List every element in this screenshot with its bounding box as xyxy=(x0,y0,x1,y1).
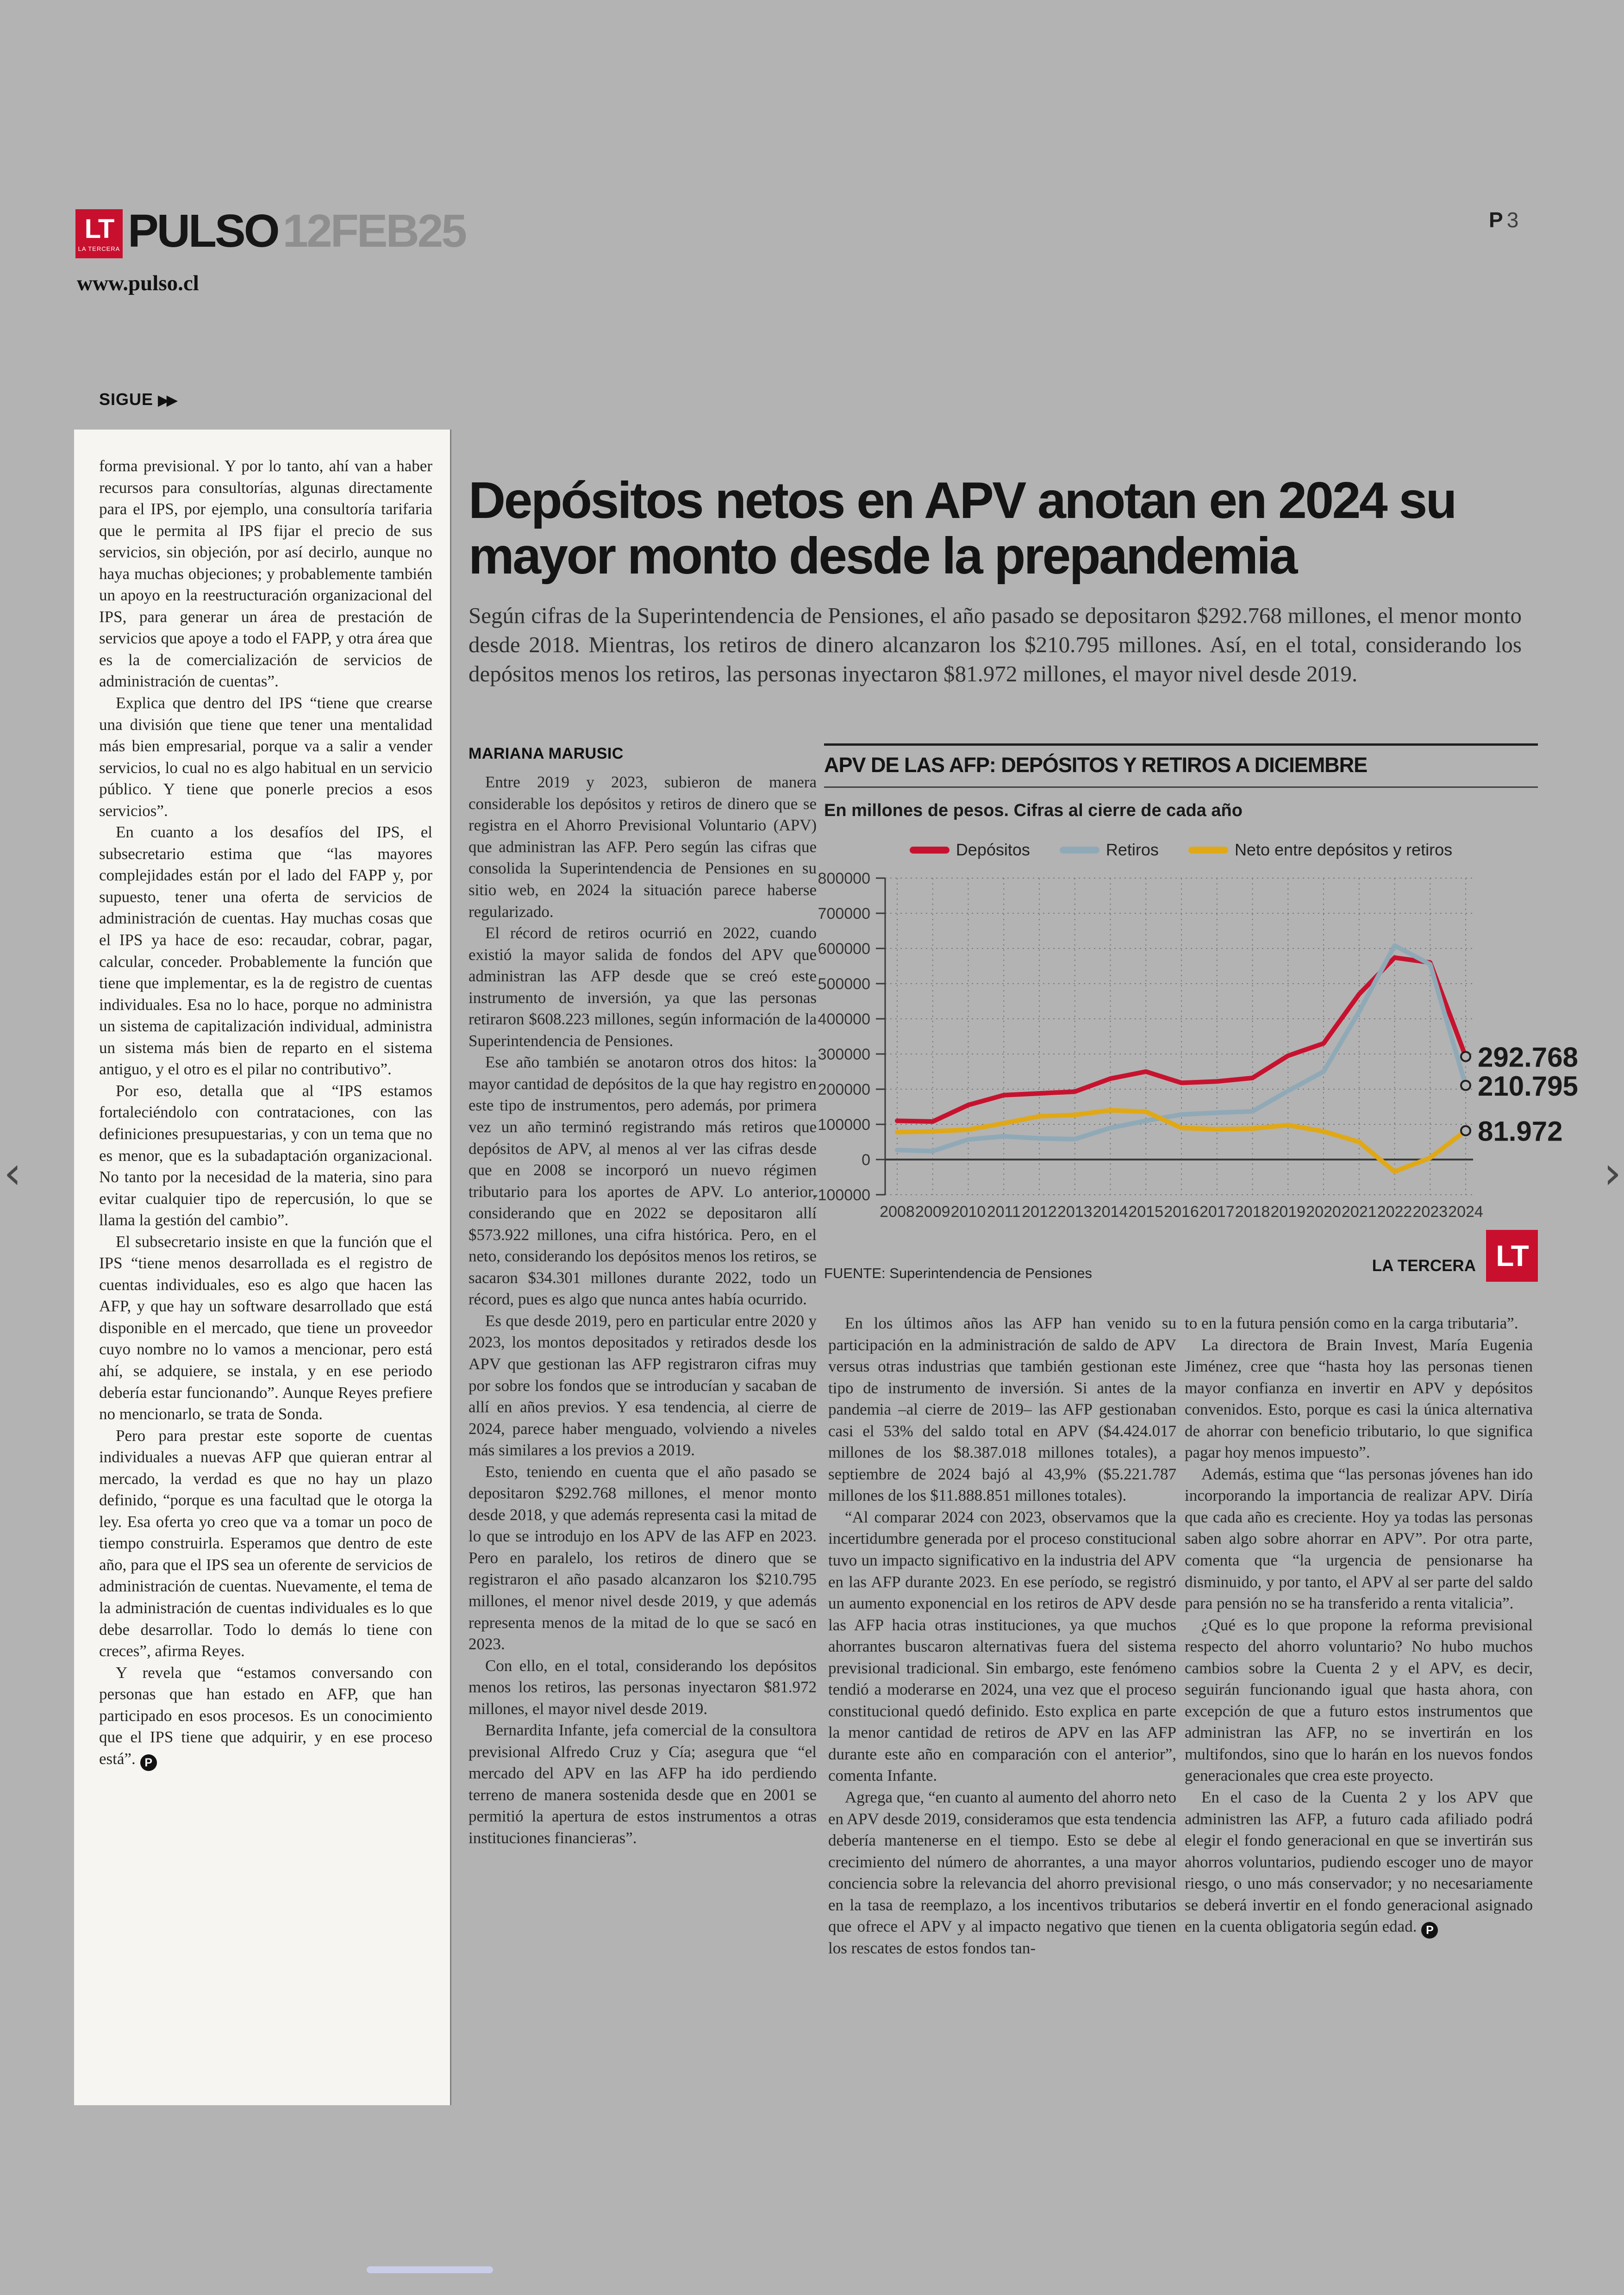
svg-text:400000: 400000 xyxy=(818,1010,870,1028)
legend-swatch-retiros xyxy=(1059,846,1099,854)
article-end-icon: P xyxy=(1421,1922,1438,1939)
headline: Depósitos netos en APV anotan en 2024 su… xyxy=(468,472,1457,585)
chart-top-rule xyxy=(824,743,1538,746)
svg-text:2011: 2011 xyxy=(987,1203,1021,1221)
svg-text:210.795: 210.795 xyxy=(1478,1071,1578,1102)
article-paragraph: En cuanto a los desafíos del IPS, el sub… xyxy=(99,823,432,1079)
chart-divider-rule xyxy=(824,786,1538,788)
article-paragraph: Esto, teniendo en cuenta que el año pasa… xyxy=(468,1462,817,1653)
svg-text:200000: 200000 xyxy=(818,1081,870,1098)
svg-text:2008: 2008 xyxy=(880,1203,915,1221)
chart-footer: FUENTE: Superintendencia de Pensiones LA… xyxy=(824,1230,1538,1282)
chart-legend: Depósitos Retiros Neto entre depósitos y… xyxy=(824,840,1538,860)
article-paragraph: En los últimos años las AFP han venido s… xyxy=(828,1314,1176,1505)
masthead: PULSO 12FEB25 xyxy=(128,205,467,257)
article-paragraph: Por eso, detalla que al “IPS estamos for… xyxy=(99,1081,432,1229)
article-paragraph: Es que desde 2019, pero en particular en… xyxy=(468,1311,817,1459)
article-paragraph: ¿Qué es lo que propone la reforma previs… xyxy=(1185,1615,1533,1785)
svg-text:2010: 2010 xyxy=(951,1203,986,1221)
svg-text:2015: 2015 xyxy=(1128,1203,1163,1221)
svg-text:2009: 2009 xyxy=(915,1203,950,1221)
svg-text:2016: 2016 xyxy=(1164,1203,1199,1221)
site-url-link[interactable]: www.pulso.cl xyxy=(77,271,199,295)
scroll-indicator[interactable] xyxy=(367,2266,493,2273)
svg-text:2012: 2012 xyxy=(1022,1203,1057,1221)
article-column-3: to en la futura pensión como en la carga… xyxy=(1185,1313,1533,1939)
article-paragraph: La directora de Brain Invest, María Euge… xyxy=(1185,1335,1533,1462)
lt-logo: LT LA TERCERA xyxy=(75,209,123,258)
lt-logo-text: LT xyxy=(84,213,115,244)
svg-text:2019: 2019 xyxy=(1270,1203,1305,1221)
article-paragraph: Agrega que, “en cuanto al aumento del ah… xyxy=(828,1788,1176,1957)
article-paragraph: Bernardita Infante, jefa comercial de la… xyxy=(468,1721,817,1847)
edition-date: 12FEB25 xyxy=(282,205,467,257)
article-column-2: En los últimos años las AFP han venido s… xyxy=(828,1313,1176,1959)
prev-page-chevron-icon[interactable]: ‹ xyxy=(4,1147,22,1199)
article-paragraph: Con ello, en el total, considerando los … xyxy=(468,1656,817,1718)
legend-item-neto: Neto entre depósitos y retiros xyxy=(1188,840,1452,860)
chart-subtitle: En millones de pesos. Cifras al cierre d… xyxy=(824,801,1243,820)
article-end-icon: P xyxy=(140,1754,157,1771)
legend-swatch-depositos xyxy=(909,846,949,854)
article-paragraph: En el caso de la Cuenta 2 y los APV que … xyxy=(1185,1787,1533,1939)
svg-text:100000: 100000 xyxy=(818,1116,870,1134)
svg-text:2020: 2020 xyxy=(1306,1203,1341,1221)
svg-text:2023: 2023 xyxy=(1412,1203,1448,1221)
article-paragraph: forma previsional. Y por lo tanto, ahí v… xyxy=(99,457,432,691)
credit-text: LA TERCERA xyxy=(1372,1257,1476,1275)
svg-text:600000: 600000 xyxy=(818,940,870,958)
article-column-1: MARIANA MARUSIC Entre 2019 y 2023, subie… xyxy=(468,743,817,1849)
deck: Según cifras de la Superintendencia de P… xyxy=(468,603,1522,687)
svg-text:2013: 2013 xyxy=(1057,1203,1093,1221)
svg-text:700000: 700000 xyxy=(818,905,870,923)
next-page-chevron-icon[interactable]: › xyxy=(1604,1147,1622,1199)
article-paragraph: to en la futura pensión como en la carga… xyxy=(1185,1314,1518,1332)
continued-arrows-icon: ▶▶ xyxy=(158,392,178,408)
page-number-value: 3 xyxy=(1506,208,1519,232)
svg-text:2018: 2018 xyxy=(1235,1203,1270,1221)
svg-text:81.972: 81.972 xyxy=(1478,1116,1563,1147)
article-paragraph: El subsecretario insiste en que la funci… xyxy=(99,1232,432,1423)
byline: MARIANA MARUSIC xyxy=(468,745,624,762)
chart-panel: APV DE LAS AFP: DEPÓSITOS Y RETIROS A DI… xyxy=(812,743,1578,1282)
chart-credit: LA TERCERA LT xyxy=(1372,1230,1538,1282)
continued-label: SIGUE ▶▶ xyxy=(99,390,178,409)
legend-item-depositos: Depósitos xyxy=(909,840,1030,860)
svg-text:300000: 300000 xyxy=(818,1046,870,1063)
svg-text:2021: 2021 xyxy=(1342,1203,1377,1221)
continued-article-panel: forma previsional. Y por lo tanto, ahí v… xyxy=(74,430,451,2105)
article-paragraph: Explica que dentro del IPS “tiene que cr… xyxy=(99,694,432,820)
article-paragraph: Pero para prestar este soporte de cuenta… xyxy=(99,1426,432,1660)
article-paragraph: Ese año también se anotaron otros dos hi… xyxy=(468,1053,817,1309)
chart-title: APV DE LAS AFP: DEPÓSITOS Y RETIROS A DI… xyxy=(824,753,1368,777)
brand-pulso: PULSO xyxy=(128,205,280,257)
lt-logo-subtext: LA TERCERA xyxy=(78,245,120,252)
line-chart: 2008 2009 2010 2011 2012 2013 2014 2015 2016 2017… xyxy=(812,870,1578,1221)
page-number-label: P xyxy=(1489,208,1503,232)
svg-text:2017: 2017 xyxy=(1199,1203,1235,1221)
article-paragraph: Y revela que “estamos conversando con pe… xyxy=(99,1662,432,1771)
svg-text:500000: 500000 xyxy=(818,975,870,993)
svg-text:292.768: 292.768 xyxy=(1478,1041,1578,1073)
legend-swatch-neto xyxy=(1188,846,1228,854)
svg-text:0: 0 xyxy=(862,1151,870,1169)
svg-text:2014: 2014 xyxy=(1093,1203,1128,1221)
article-paragraph: Además, estima que “las personas jóvenes… xyxy=(1185,1465,1533,1613)
svg-text:2024: 2024 xyxy=(1448,1203,1483,1221)
article-paragraph: El récord de retiros ocurrió en 2022, cu… xyxy=(468,924,817,1050)
lt-logo-small: LT xyxy=(1486,1230,1538,1282)
svg-text:-100000: -100000 xyxy=(812,1186,870,1204)
article-paragraph: Entre 2019 y 2023, subieron de manera co… xyxy=(468,773,817,921)
svg-text:800000: 800000 xyxy=(818,870,870,887)
chart-source: FUENTE: Superintendencia de Pensiones xyxy=(824,1265,1092,1281)
legend-item-retiros: Retiros xyxy=(1059,840,1159,860)
article-paragraph: “Al comparar 2024 con 2023, observamos q… xyxy=(828,1508,1176,1785)
svg-text:2022: 2022 xyxy=(1377,1203,1412,1221)
